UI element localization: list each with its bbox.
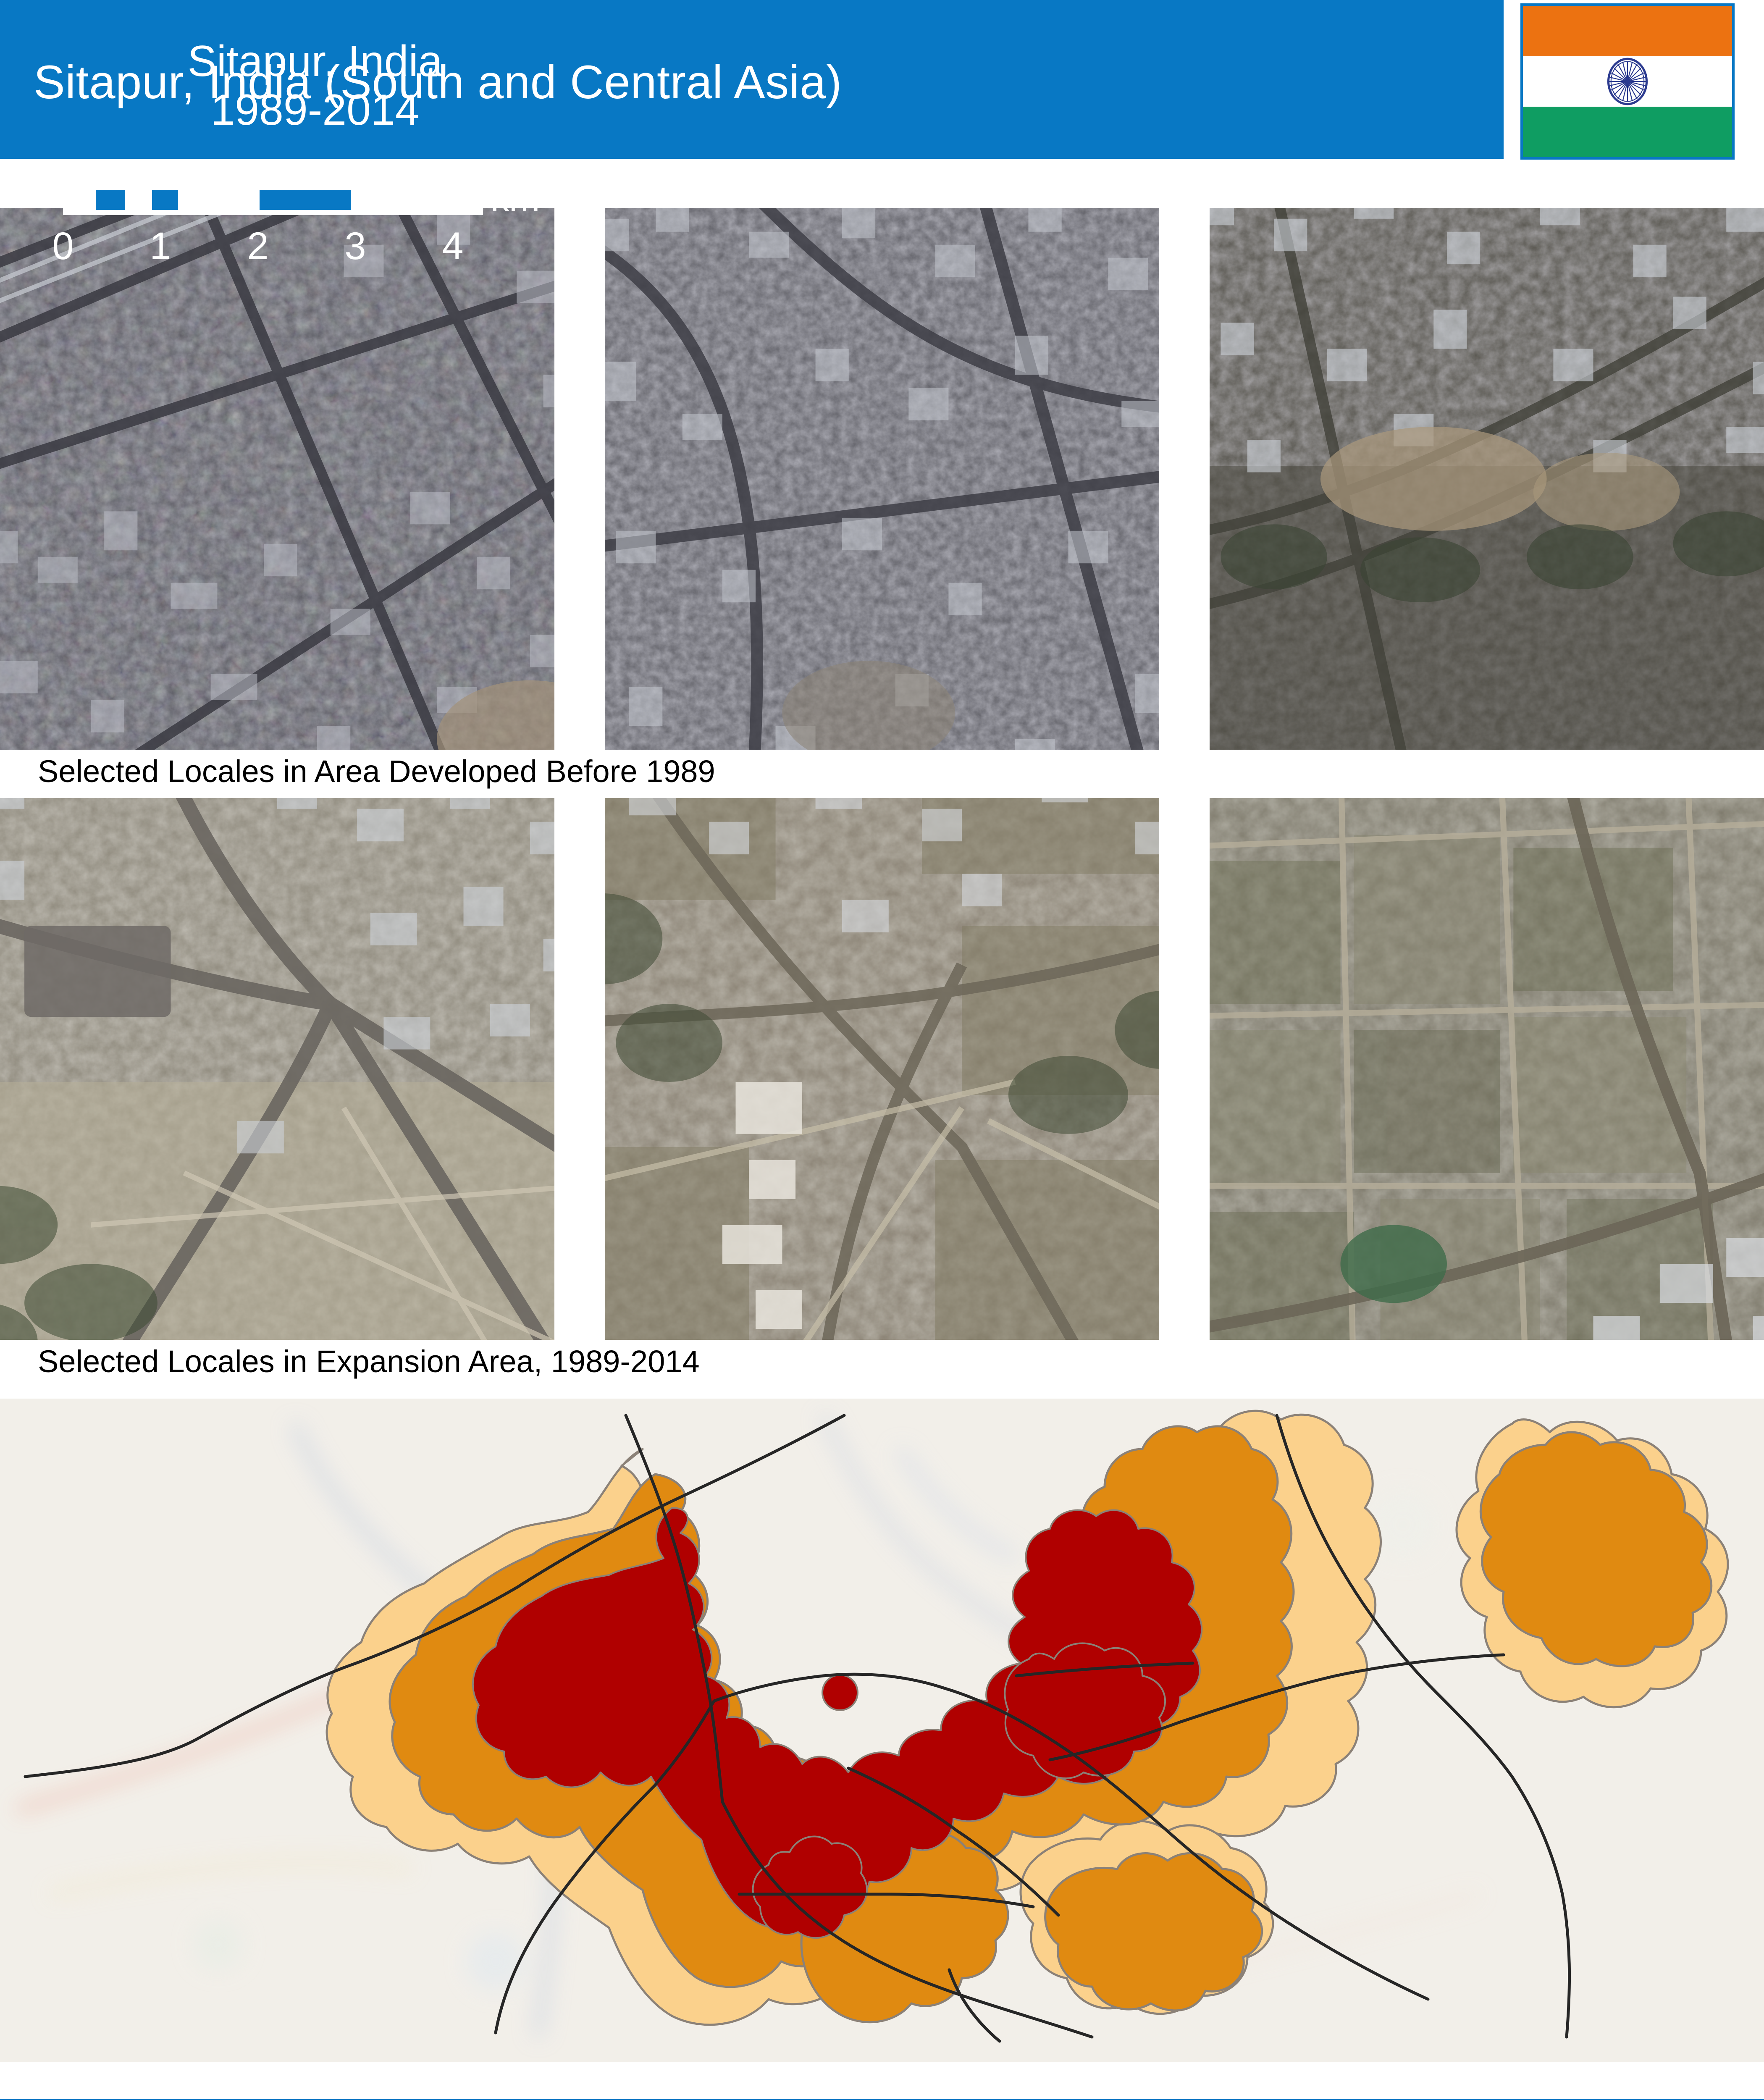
scale-bar-segment-1 — [96, 190, 125, 210]
locale-tile-2 — [605, 208, 1159, 750]
layer-urban-extent-1989 — [472, 1507, 1203, 1939]
map-title: Sitapur, India 1989-2014 — [126, 37, 504, 135]
scale-bar — [63, 185, 483, 215]
scale-bar-segment-2 — [152, 190, 178, 210]
locale-tile-3 — [1210, 208, 1764, 750]
locale-tile-1 — [0, 208, 554, 750]
map-title-line2: 1989-2014 — [210, 86, 420, 135]
scale-tick-3: 3 — [344, 225, 366, 268]
flag-stripe-saffron — [1523, 6, 1732, 57]
header-bar: Sitapur, India (South and Central Asia) — [0, 0, 1504, 159]
scale-tick-0: 0 — [52, 225, 74, 268]
locale-tile-5 — [605, 798, 1159, 1340]
layer-expansion-1989-2000 — [388, 1425, 1713, 2024]
scale-bar-ticks: 0 1 2 3 4 — [38, 227, 512, 273]
scale-tick-1: 1 — [150, 225, 171, 268]
ashoka-chakra-icon — [1607, 58, 1648, 105]
urban-extent-map[interactable] — [0, 1399, 1764, 2062]
scale-unit-label: km — [491, 177, 540, 219]
scale-bar-segment-3 — [260, 190, 351, 210]
row1-caption: Selected Locales in Area Developed Befor… — [38, 754, 715, 789]
footer-bar — [0, 2099, 1764, 2100]
map-urban-layers — [24, 1410, 1729, 2043]
layer-arterial-roads — [24, 1414, 1571, 2043]
map-title-line1: Sitapur, India — [187, 37, 443, 86]
locale-tile-4 — [0, 798, 554, 1340]
india-flag — [1520, 3, 1735, 160]
locale-tile-6 — [1210, 798, 1764, 1340]
flag-stripe-green — [1523, 106, 1732, 157]
page-title: Sitapur, India (South and Central Asia) — [34, 56, 842, 108]
scale-tick-4: 4 — [442, 225, 464, 268]
scale-tick-2: 2 — [247, 225, 269, 268]
row2-caption: Selected Locales in Expansion Area, 1989… — [38, 1344, 700, 1379]
